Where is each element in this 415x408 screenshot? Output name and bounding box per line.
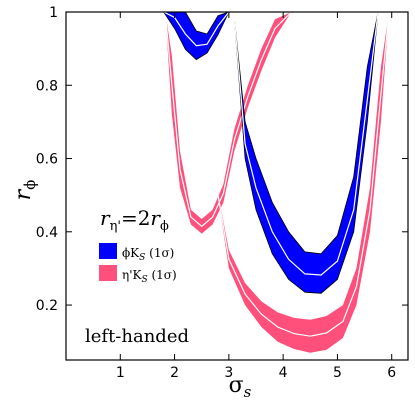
- x-tick-label-5: 6: [387, 365, 396, 381]
- x-tick-label-3: 4: [279, 365, 288, 381]
- bands-layer: [163, 12, 390, 353]
- band-series-1-segment-0: [165, 12, 292, 234]
- plot-frame: [65, 11, 409, 361]
- y-tick-label-2: 0.6: [36, 152, 58, 168]
- central-line-series-0-segment-1: [233, 12, 379, 276]
- central-line-series-0-segment-0: [163, 12, 232, 47]
- band-series-0-segment-1: [233, 12, 379, 294]
- y-axis-label: rϕ: [11, 180, 39, 201]
- y-tick-label-0: 0.2: [36, 298, 58, 314]
- central-line-series-1-segment-1: [214, 12, 390, 337]
- x-tick-label-1: 2: [170, 365, 179, 381]
- x-tick-label-0: 1: [116, 365, 125, 381]
- legend-swatch-eta: [99, 265, 117, 281]
- y-tick-label-3: 0.8: [36, 78, 58, 94]
- legend-swatch-phi: [99, 243, 117, 259]
- x-tick-label-4: 5: [333, 365, 342, 381]
- left-handed-annotation: left-handed: [85, 326, 189, 347]
- central-line-series-1-segment-0: [164, 12, 292, 228]
- band-series-1-segment-1: [215, 12, 389, 353]
- band-series-0-segment-0: [163, 12, 232, 61]
- legend-label-eta: η'KS (1σ): [122, 268, 177, 285]
- ticks-layer: 1 2 3 4 5 6 0.2 0.4 0.6 0.8 1: [36, 5, 408, 381]
- legend-label-phi: ϕKS (1σ): [122, 246, 174, 263]
- y-tick-label-1: 0.4: [36, 225, 58, 241]
- x-tick-label-2: 3: [224, 365, 233, 381]
- x-axis-label: σs: [229, 373, 252, 401]
- y-tick-label-4: 1: [49, 5, 58, 21]
- relation-label: rη'=2rϕ: [100, 206, 169, 234]
